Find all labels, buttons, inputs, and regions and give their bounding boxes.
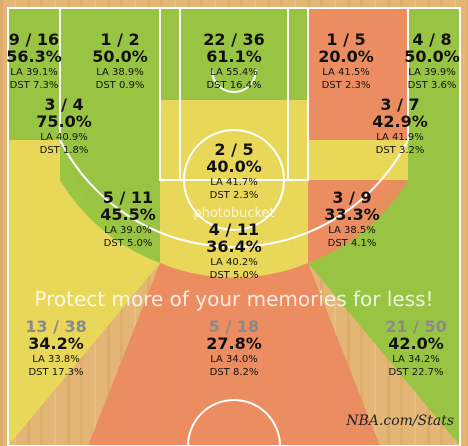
zone-league-average: LA 38.9%: [96, 67, 144, 78]
zone-fraction: 13 / 38: [25, 317, 87, 336]
credit: NBA.com/Stats: [345, 413, 454, 429]
zone-distribution: DST 16.4%: [206, 80, 261, 91]
zone-distribution: DST 5.0%: [104, 238, 153, 249]
zone-fraction: 5 / 11: [103, 188, 153, 207]
zone-league-average: LA 39.1%: [10, 67, 58, 78]
zone-percent: 75.0%: [36, 112, 92, 131]
zone-league-average: LA 41.9%: [376, 132, 424, 143]
watermark-big: Protect more of your memories for less!: [34, 287, 433, 311]
zone-percent: 42.0%: [388, 334, 444, 353]
zone-distribution: DST 2.3%: [322, 80, 371, 91]
zone-distribution: DST 3.6%: [408, 80, 457, 91]
zone-fraction: 2 / 5: [214, 140, 253, 159]
zone-top-key-3: [88, 263, 380, 446]
zone-distribution: DST 0.9%: [96, 80, 145, 91]
zone-fraction: 9 / 16: [9, 30, 59, 49]
zone-right-baseline-mid: [308, 8, 408, 140]
court-lines: [7, 7, 461, 446]
zone-percent: 50.0%: [404, 47, 460, 66]
zone-label-right-baseline-mid: 1 / 520.0%LA 41.5% DST 2.3%: [318, 30, 374, 91]
zone-left-wing-mid: [60, 180, 160, 263]
zone-distribution: DST 22.7%: [388, 367, 443, 378]
zone-distribution: DST 5.0%: [210, 270, 259, 281]
zone-distribution: DST 3.2%: [376, 145, 425, 156]
zone-percent: 40.0%: [206, 157, 262, 176]
zone-paint-non-ra: [160, 100, 308, 180]
zone-distribution: DST 4.1%: [328, 238, 377, 249]
zone-distribution: DST 7.3%: [10, 80, 59, 91]
zone-distribution: DST 17.3%: [28, 367, 83, 378]
zone-percent: 20.0%: [318, 47, 374, 66]
zone-distribution: DST 2.3%: [210, 190, 259, 201]
zone-left-wing-3: [8, 140, 160, 446]
zone-league-average: LA 39.9%: [408, 67, 456, 78]
zone-label-left-baseline-mid: 1 / 250.0%LA 38.9% DST 0.9%: [92, 30, 148, 91]
zone-league-average: LA 41.5%: [322, 67, 370, 78]
zone-fraction: 3 / 9: [332, 188, 371, 207]
watermark: photobucket Protect more of your memorie…: [34, 206, 433, 311]
zone-league-average: LA 39.0%: [104, 225, 152, 236]
zone-restricted-area: [160, 8, 308, 100]
zone-fraction: 1 / 5: [326, 30, 365, 49]
zone-label-right-wing-mid: 3 / 933.3%LA 38.5% DST 4.1%: [324, 188, 380, 249]
zone-percent: 33.3%: [324, 205, 380, 224]
zone-percent: 42.9%: [372, 112, 428, 131]
zone-left-corner-3: [8, 8, 60, 140]
watermark-small: photobucket: [193, 206, 274, 221]
zone-distribution: DST 1.8%: [40, 145, 89, 156]
zone-percent: 61.1%: [206, 47, 262, 66]
zone-percent: 34.2%: [28, 334, 84, 353]
zone-fills: [8, 8, 460, 446]
zone-label-right-elbow-mid: 3 / 742.9%LA 41.9% DST 3.2%: [372, 95, 428, 156]
zone-left-baseline-mid: [60, 8, 160, 140]
zone-fraction: 3 / 7: [380, 95, 419, 114]
zone-league-average: LA 33.8%: [32, 354, 80, 365]
zone-league-average: LA 38.5%: [328, 225, 376, 236]
zone-league-average: LA 34.2%: [392, 354, 440, 365]
zone-label-left-elbow-mid: 3 / 475.0%LA 40.9% DST 1.8%: [36, 95, 92, 156]
zone-right-corner-3: [408, 8, 460, 140]
zone-right-elbow-mid: [308, 140, 408, 180]
zone-league-average: LA 41.7%: [210, 177, 258, 188]
zone-fraction: 3 / 4: [44, 95, 83, 114]
zone-label-right-corner-3: 4 / 850.0%LA 39.9% DST 3.6%: [404, 30, 460, 91]
zone-fraction: 1 / 2: [100, 30, 139, 49]
zone-league-average: LA 40.9%: [40, 132, 88, 143]
zone-label-paint-non-ra: 2 / 540.0%LA 41.7% DST 2.3%: [206, 140, 262, 201]
zone-distribution: DST 8.2%: [210, 367, 259, 378]
zone-percent: 45.5%: [100, 205, 156, 224]
zone-right-wing-3: [308, 140, 460, 446]
zone-percent: 56.3%: [6, 47, 62, 66]
zone-fraction: 5 / 18: [209, 317, 259, 336]
zone-league-average: LA 34.0%: [210, 354, 258, 365]
zone-percent: 50.0%: [92, 47, 148, 66]
zone-percent: 27.8%: [206, 334, 262, 353]
zone-percent: 36.4%: [206, 237, 262, 256]
zone-league-average: LA 55.4%: [210, 67, 258, 78]
zone-fraction: 22 / 36: [203, 30, 265, 49]
zone-left-elbow-mid: [60, 140, 160, 180]
zone-top-key-mid: [160, 180, 308, 278]
zone-fraction: 4 / 11: [209, 220, 259, 239]
zone-right-wing-mid: [308, 180, 408, 263]
zone-fraction: 4 / 8: [412, 30, 451, 49]
zone-league-average: LA 40.2%: [210, 257, 258, 268]
zone-fraction: 21 / 50: [385, 317, 447, 336]
